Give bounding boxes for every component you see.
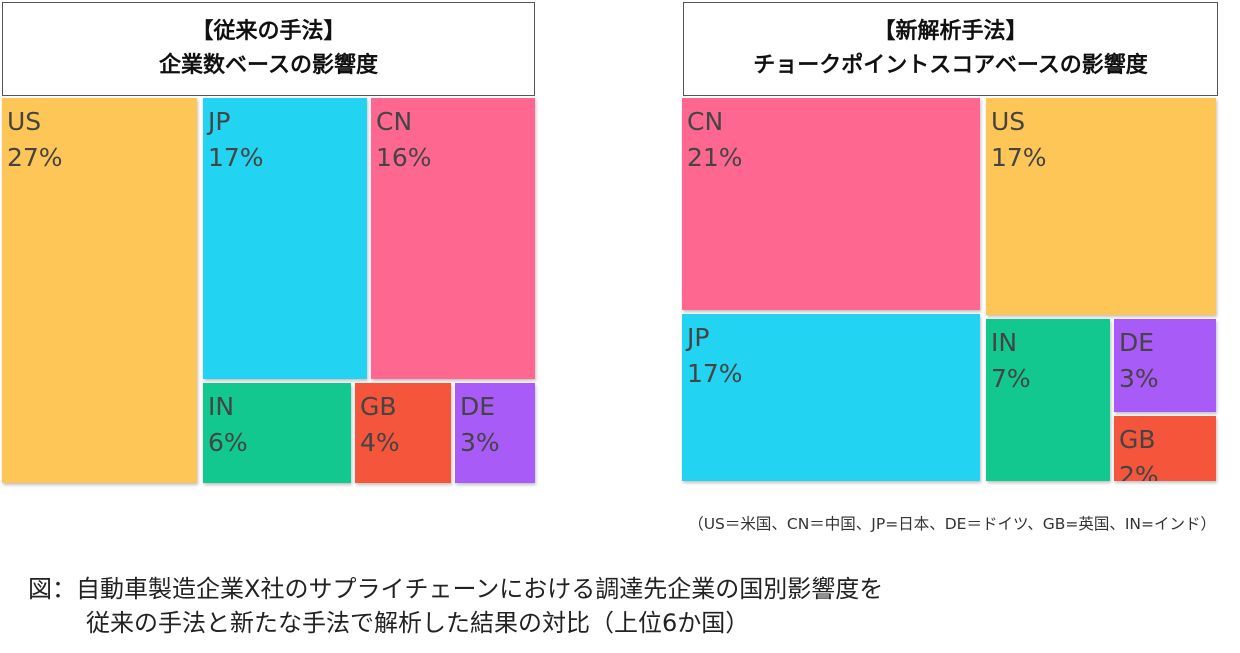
treemap-cell-jp: JP 17% — [682, 314, 980, 481]
percentage-label: 3% — [460, 428, 500, 457]
country-code-label: IN — [991, 328, 1018, 357]
country-code-label: DE — [1119, 328, 1155, 357]
percentage-label: 27% — [7, 143, 63, 172]
percentage-label: 17% — [991, 143, 1047, 172]
treemap-cell-cn: CN 16% — [371, 98, 535, 379]
treemap-cell-label: IN 7% — [991, 325, 1031, 397]
treemap-cell-jp: JP 17% — [203, 98, 367, 379]
percentage-label: 6% — [208, 428, 248, 457]
figure-caption: 図：自動車製造企業X社のサプライチェーンにおける調達先企業の国別影響度を 従来の… — [28, 572, 883, 640]
country-code-label: US — [991, 107, 1026, 136]
treemap-cell-label: JP 17% — [208, 104, 264, 176]
treemap-cell-label: DE 3% — [1119, 325, 1159, 397]
country-code-label: US — [7, 107, 42, 136]
figure-caption-line1: 図：自動車製造企業X社のサプライチェーンにおける調達先企業の国別影響度を — [28, 575, 884, 603]
percentage-label: 3% — [1119, 364, 1159, 393]
percentage-label: 17% — [208, 143, 264, 172]
treemap-cell-label: JP 17% — [687, 320, 743, 392]
treemap-cell-label: DE 3% — [460, 389, 500, 461]
country-code-label: JP — [687, 323, 710, 352]
treemap-cell-gb: GB 2% — [1114, 416, 1216, 481]
percentage-label: 2% — [1119, 461, 1159, 481]
percentage-label: 16% — [376, 143, 432, 172]
right-chart-title: 【新解析手法】 チョークポイントスコアベースの影響度 — [683, 2, 1218, 96]
country-legend-note: （US＝米国、CN＝中国、JP=日本、DE＝ドイツ、GB=英国、IN=インド） — [688, 515, 1216, 533]
treemap-cell-label: CN 16% — [376, 104, 432, 176]
treemap-cell-label: GB 2% — [1119, 422, 1159, 481]
right-treemap: CN 21% US 17% JP 17% IN 7% DE 3% GB 2% — [682, 98, 1218, 485]
country-code-label: CN — [687, 107, 724, 136]
treemap-cell-in: IN 7% — [986, 319, 1110, 481]
treemap-cell-label: GB 4% — [360, 389, 400, 461]
treemap-cell-us: US 27% — [2, 98, 197, 483]
country-code-label: CN — [376, 107, 413, 136]
treemap-cell-de: DE 3% — [455, 383, 535, 483]
percentage-label: 7% — [991, 364, 1031, 393]
country-code-label: JP — [208, 107, 231, 136]
figure-caption-line2: 従来の手法と新たな手法で解析した結果の対比（上位6か国） — [86, 609, 750, 637]
percentage-label: 4% — [360, 428, 400, 457]
treemap-cell-label: US 17% — [991, 104, 1047, 176]
left-chart-title-line2: 企業数ベースの影響度 — [159, 53, 378, 78]
treemap-cell-label: US 27% — [7, 104, 63, 176]
treemap-cell-cn: CN 21% — [682, 98, 980, 310]
country-code-label: GB — [360, 392, 397, 421]
left-chart-title-line1: 【従来の手法】 — [191, 19, 346, 44]
treemap-cell-in: IN 6% — [203, 383, 351, 483]
right-chart-title-line1: 【新解析手法】 — [873, 19, 1028, 44]
percentage-label: 21% — [687, 143, 743, 172]
country-code-label: DE — [460, 392, 496, 421]
country-code-label: GB — [1119, 425, 1156, 454]
right-chart-title-line2: チョークポイントスコアベースの影響度 — [753, 53, 1148, 78]
treemap-cell-label: CN 21% — [687, 104, 743, 176]
treemap-cell-de: DE 3% — [1114, 319, 1216, 412]
left-treemap: US 27% JP 17% CN 16% IN 6% GB 4% DE 3% — [2, 98, 537, 485]
treemap-cell-label: IN 6% — [208, 389, 248, 461]
treemap-cell-us: US 17% — [986, 98, 1216, 315]
percentage-label: 17% — [687, 359, 743, 388]
left-chart-title: 【従来の手法】 企業数ベースの影響度 — [2, 2, 535, 96]
treemap-cell-gb: GB 4% — [355, 383, 451, 483]
country-code-label: IN — [208, 392, 235, 421]
